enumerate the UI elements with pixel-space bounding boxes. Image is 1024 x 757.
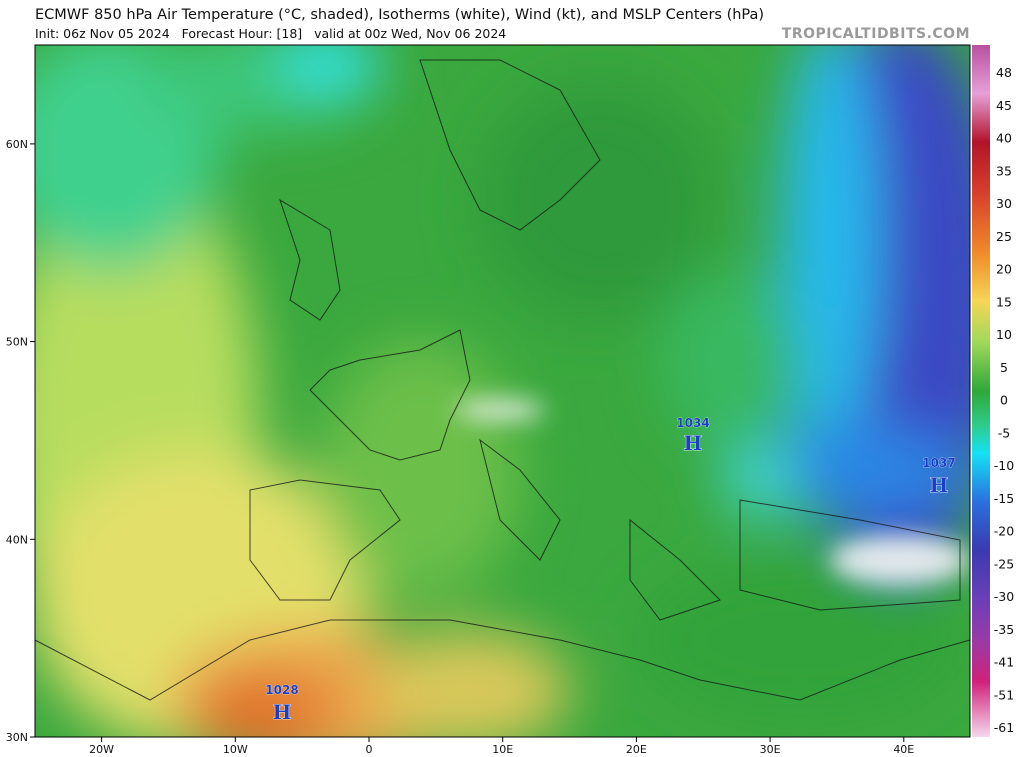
- pressure-symbol: H: [930, 473, 949, 497]
- colorbar-label: -61: [994, 720, 1014, 735]
- lat-label: 60N: [6, 138, 28, 151]
- colorbar-label: -5: [998, 425, 1010, 440]
- colorbar-label: 0: [1000, 393, 1008, 408]
- colorbar-label: -15: [994, 491, 1014, 506]
- lat-label: 30N: [6, 731, 28, 744]
- pressure-symbol: H: [273, 700, 292, 724]
- colorbar-label: 48: [996, 65, 1012, 80]
- lon-label: 10E: [492, 743, 513, 756]
- colorbar-label: 10: [996, 327, 1012, 342]
- watermark: TROPICALTIDBITS.COM: [782, 26, 970, 42]
- colorbar-label: -20: [994, 524, 1014, 539]
- lat-label: 50N: [6, 336, 28, 349]
- colorbar: [972, 45, 990, 737]
- pressure-value: 1037: [922, 456, 955, 470]
- colorbar-label: 45: [996, 98, 1012, 113]
- colorbar-label: 30: [996, 196, 1012, 211]
- pressure-symbol: H: [684, 431, 703, 455]
- pressure-value: 1034: [676, 416, 709, 430]
- colorbar-label: -25: [994, 556, 1014, 571]
- lon-label: 0: [366, 743, 373, 756]
- temperature-field: [35, 45, 970, 737]
- lon-label: 40E: [893, 743, 914, 756]
- subtitle: Init: 06z Nov 05 2024 Forecast Hour: [18…: [35, 26, 506, 41]
- lon-label: 10W: [223, 743, 248, 756]
- lat-label: 40N: [6, 533, 28, 546]
- colorbar-label: -30: [994, 589, 1014, 604]
- lon-label: 30E: [760, 743, 781, 756]
- colorbar-label: -41: [994, 655, 1014, 670]
- colorbar-label: -10: [994, 458, 1014, 473]
- colorbar-label: 35: [996, 163, 1012, 178]
- pressure-value: 1028: [265, 683, 298, 697]
- colorbar-label: 40: [996, 131, 1012, 146]
- colorbar-label: 5: [1000, 360, 1008, 375]
- colorbar-label: -51: [994, 687, 1014, 702]
- colorbar-label: 20: [996, 262, 1012, 277]
- colorbar-label: 25: [996, 229, 1012, 244]
- colorbar-label: 15: [996, 294, 1012, 309]
- lon-label: 20W: [89, 743, 114, 756]
- title: ECMWF 850 hPa Air Temperature (°C, shade…: [35, 7, 764, 23]
- lon-label: 20E: [626, 743, 647, 756]
- colorbar-label: -35: [994, 622, 1014, 637]
